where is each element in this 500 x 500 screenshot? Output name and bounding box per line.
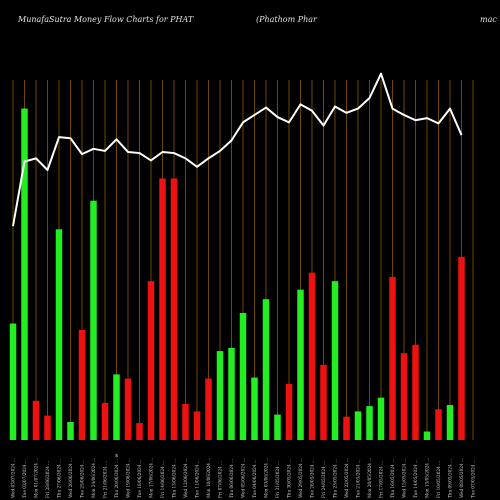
x-tick-label: Tue 07/05/2024 ... xyxy=(471,459,476,498)
x-tick-label: Fri 21/06/2024 ... xyxy=(103,461,108,498)
bar xyxy=(216,351,224,440)
bar xyxy=(113,374,120,440)
x-tick-label: Mon 13/05/2024 ... xyxy=(425,458,430,498)
bar xyxy=(331,281,339,440)
x-tick-label: Tue 21/05/2024 ... xyxy=(356,459,361,498)
x-tick-label: Fri 14/06/2024 ... xyxy=(160,461,165,498)
bar xyxy=(354,411,362,440)
price-line-group xyxy=(12,72,463,227)
x-tick-label: Wed 19/06/2024 ... xyxy=(126,458,131,498)
bar xyxy=(285,383,293,440)
bar xyxy=(193,411,201,440)
x-tick-label: Mon 03/06/2024 ... xyxy=(264,458,269,498)
bar xyxy=(251,377,258,440)
x-tick-label: Wed 22/05/2024 ... xyxy=(344,458,349,498)
bar xyxy=(205,378,212,440)
x-tick-label: Thu 27/06/2024 ... xyxy=(57,459,62,498)
x-tick-label: Mon 24/06/2024 ... xyxy=(91,458,96,498)
bar xyxy=(124,378,132,440)
x-tick-label: Thu 13/06/2024 ... xyxy=(172,459,177,498)
x-tick-label: Tue 11/06/2024 ... xyxy=(195,459,200,498)
bar xyxy=(147,281,155,440)
price-line xyxy=(12,72,463,227)
bar xyxy=(78,329,86,440)
chart-company-name-tail: mac xyxy=(480,15,497,24)
x-tick-label: Thu 30/05/2024 ... xyxy=(287,459,292,498)
bar xyxy=(435,409,442,440)
x-tick-label: Thu 23/05/2024 ... xyxy=(333,459,338,498)
x-tick-label: Fri 07/06/2024 ... xyxy=(218,461,223,498)
x-tick-label: Thu 09/05/2024 ... xyxy=(448,459,453,498)
bar xyxy=(32,400,40,440)
x-tick-label: Mon 01/07/2024 ... xyxy=(34,458,39,498)
bar xyxy=(136,423,143,440)
bar xyxy=(228,347,235,440)
bar xyxy=(159,178,166,440)
bar xyxy=(366,406,373,440)
x-tick-label: Thu 16/05/2024 ... xyxy=(390,459,395,498)
x-tick-label: Mon 20/05/2024 ... xyxy=(367,458,372,498)
x-tick-label: Fri 10/05/2024 ... xyxy=(436,461,441,498)
x-tick-label: Fri 31/05/2024 ... xyxy=(275,461,280,498)
bar xyxy=(297,289,304,440)
chart-company-name: (Phathom Phar xyxy=(256,15,317,24)
bar xyxy=(320,364,327,440)
x-tick-label: Mon 10/06/2024 ... xyxy=(206,458,211,498)
bar xyxy=(423,431,431,440)
x-tick-label: Tue 25/06/2024 ... xyxy=(80,459,85,498)
bar xyxy=(274,414,281,440)
bar xyxy=(400,353,408,440)
bar xyxy=(308,272,316,440)
bar xyxy=(101,402,109,440)
bar xyxy=(239,312,247,440)
x-tick-label: Wed 15/05/2024 ... xyxy=(402,458,407,498)
chart-title: MunafaSutra Money Flow Charts for PHAT xyxy=(18,15,194,24)
x-tick-label: Wed 08/05/2024 ... xyxy=(459,458,464,498)
x-tick-label: Tue 14/05/2024 ... xyxy=(413,459,418,498)
bar xyxy=(377,397,385,440)
x-tick-label: Wed 05/06/2024 ... xyxy=(241,458,246,498)
bar xyxy=(389,276,396,440)
x-tick-label: Tue 04/06/2024 ... xyxy=(252,459,257,498)
x-tick-label: Tue 02/07/2024 ... xyxy=(22,459,27,498)
bar xyxy=(21,108,28,441)
bar xyxy=(170,178,178,440)
bar xyxy=(343,416,350,440)
x-tick-label: Wed 29/05/2024 ... xyxy=(298,458,303,498)
bar xyxy=(90,200,97,440)
bar xyxy=(44,415,51,440)
x-tick-label: Thu 20/06/2024 ... xyxy=(114,459,119,498)
x-tick-labels: Wed 03/07/2024 ... Tue 02/07/2024 ... Mon … xyxy=(11,458,476,498)
x-tick-label: Tue 18/06/2024 ... xyxy=(137,459,142,498)
bar xyxy=(67,422,74,440)
bar xyxy=(458,256,465,440)
x-tick-label: Fri 24/05/2024 ... xyxy=(321,461,326,498)
x-tick-label: Mon 17/06/2024 ... xyxy=(149,458,154,498)
x-tick-label: Wed 03/07/2024 ... xyxy=(11,458,16,498)
bar xyxy=(9,323,17,440)
bar xyxy=(412,344,419,440)
x-tick-label: Thu 06/06/2024 ... xyxy=(229,459,234,498)
bar xyxy=(55,229,63,440)
x-tick-label: Wed 26/06/2024 ... xyxy=(68,458,73,498)
x-tick-label: Fri 28/06/2024 ... xyxy=(45,461,50,498)
bar xyxy=(182,404,189,440)
bars xyxy=(9,108,465,441)
x-tick-label: Wed 12/06/2024 ... xyxy=(183,458,188,498)
bar xyxy=(262,299,270,440)
currency-symbol: $ xyxy=(115,453,118,459)
x-tick-label: Tue 28/05/2024 ... xyxy=(310,459,315,498)
x-tick-label: Fri 17/05/2024 ... xyxy=(379,461,384,498)
bar xyxy=(446,405,454,440)
